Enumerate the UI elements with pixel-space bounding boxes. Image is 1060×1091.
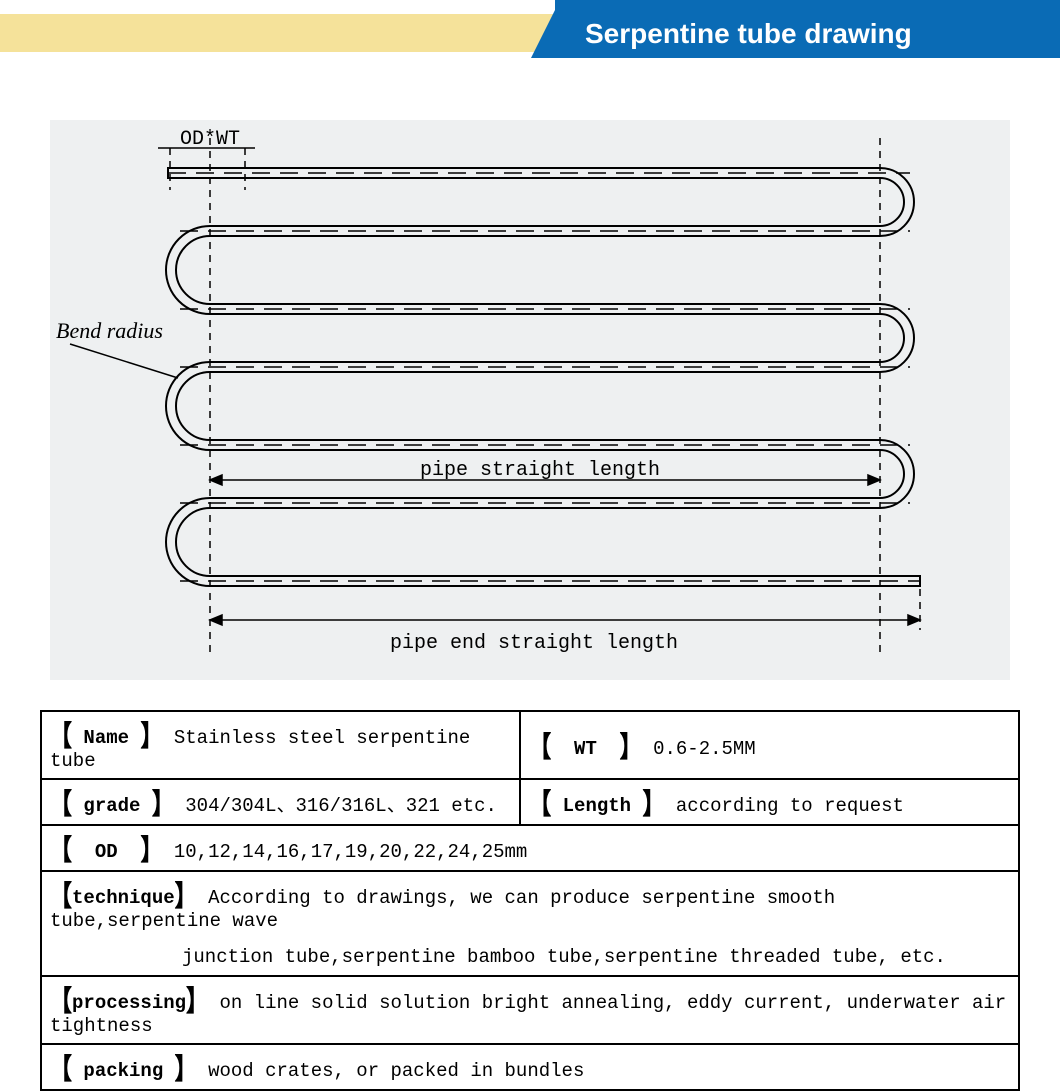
spec-wt-value: 0.6-2.5MM [653, 738, 756, 760]
diagram-svg: OD*WT Bend radius pipe straight length [50, 120, 1010, 680]
table-row: 【 Name 】 Stainless steel serpentine tube… [41, 711, 1019, 779]
label-pipe-end-straight-length: pipe end straight length [390, 632, 678, 655]
dimension-verticals [170, 138, 880, 655]
header-accent-strip [0, 14, 555, 52]
spec-packing-value: wood crates, or packed in bundles [208, 1060, 584, 1082]
spec-grade-value: 304/304L、316/316L、321 etc. [185, 795, 497, 817]
bend-radius-leader [70, 344, 178, 378]
header-blue-top [555, 0, 1060, 10]
serpentine-diagram: OD*WT Bend radius pipe straight length [50, 120, 1010, 680]
table-row: 【 OD 】 10,12,14,16,17,19,20,22,24,25mm [41, 825, 1019, 871]
tube-centerlines [168, 173, 920, 581]
page-title: Serpentine tube drawing [555, 10, 1060, 58]
header: Serpentine tube drawing [0, 0, 1060, 62]
pipe-end-straight-length-dim [210, 576, 920, 630]
spec-technique-value-2: junction tube,serpentine bamboo tube,ser… [182, 946, 946, 968]
spec-length-value: according to request [676, 795, 904, 817]
table-row: 【 grade 】 304/304L、316/316L、321 etc. 【 L… [41, 779, 1019, 825]
spec-table: 【 Name 】 Stainless steel serpentine tube… [40, 710, 1020, 1091]
table-row: 【 packing 】 wood crates, or packed in bu… [41, 1044, 1019, 1090]
table-row: junction tube,serpentine bamboo tube,ser… [41, 938, 1019, 976]
table-row: 【technique】 According to drawings, we ca… [41, 871, 1019, 938]
label-bend-radius: Bend radius [56, 318, 163, 343]
label-pipe-straight-length: pipe straight length [420, 459, 660, 482]
spec-od-value: 10,12,14,16,17,19,20,22,24,25mm [174, 841, 527, 863]
table-row: 【processing】 on line solid solution brig… [41, 976, 1019, 1044]
label-od-wt: OD*WT [180, 128, 240, 151]
